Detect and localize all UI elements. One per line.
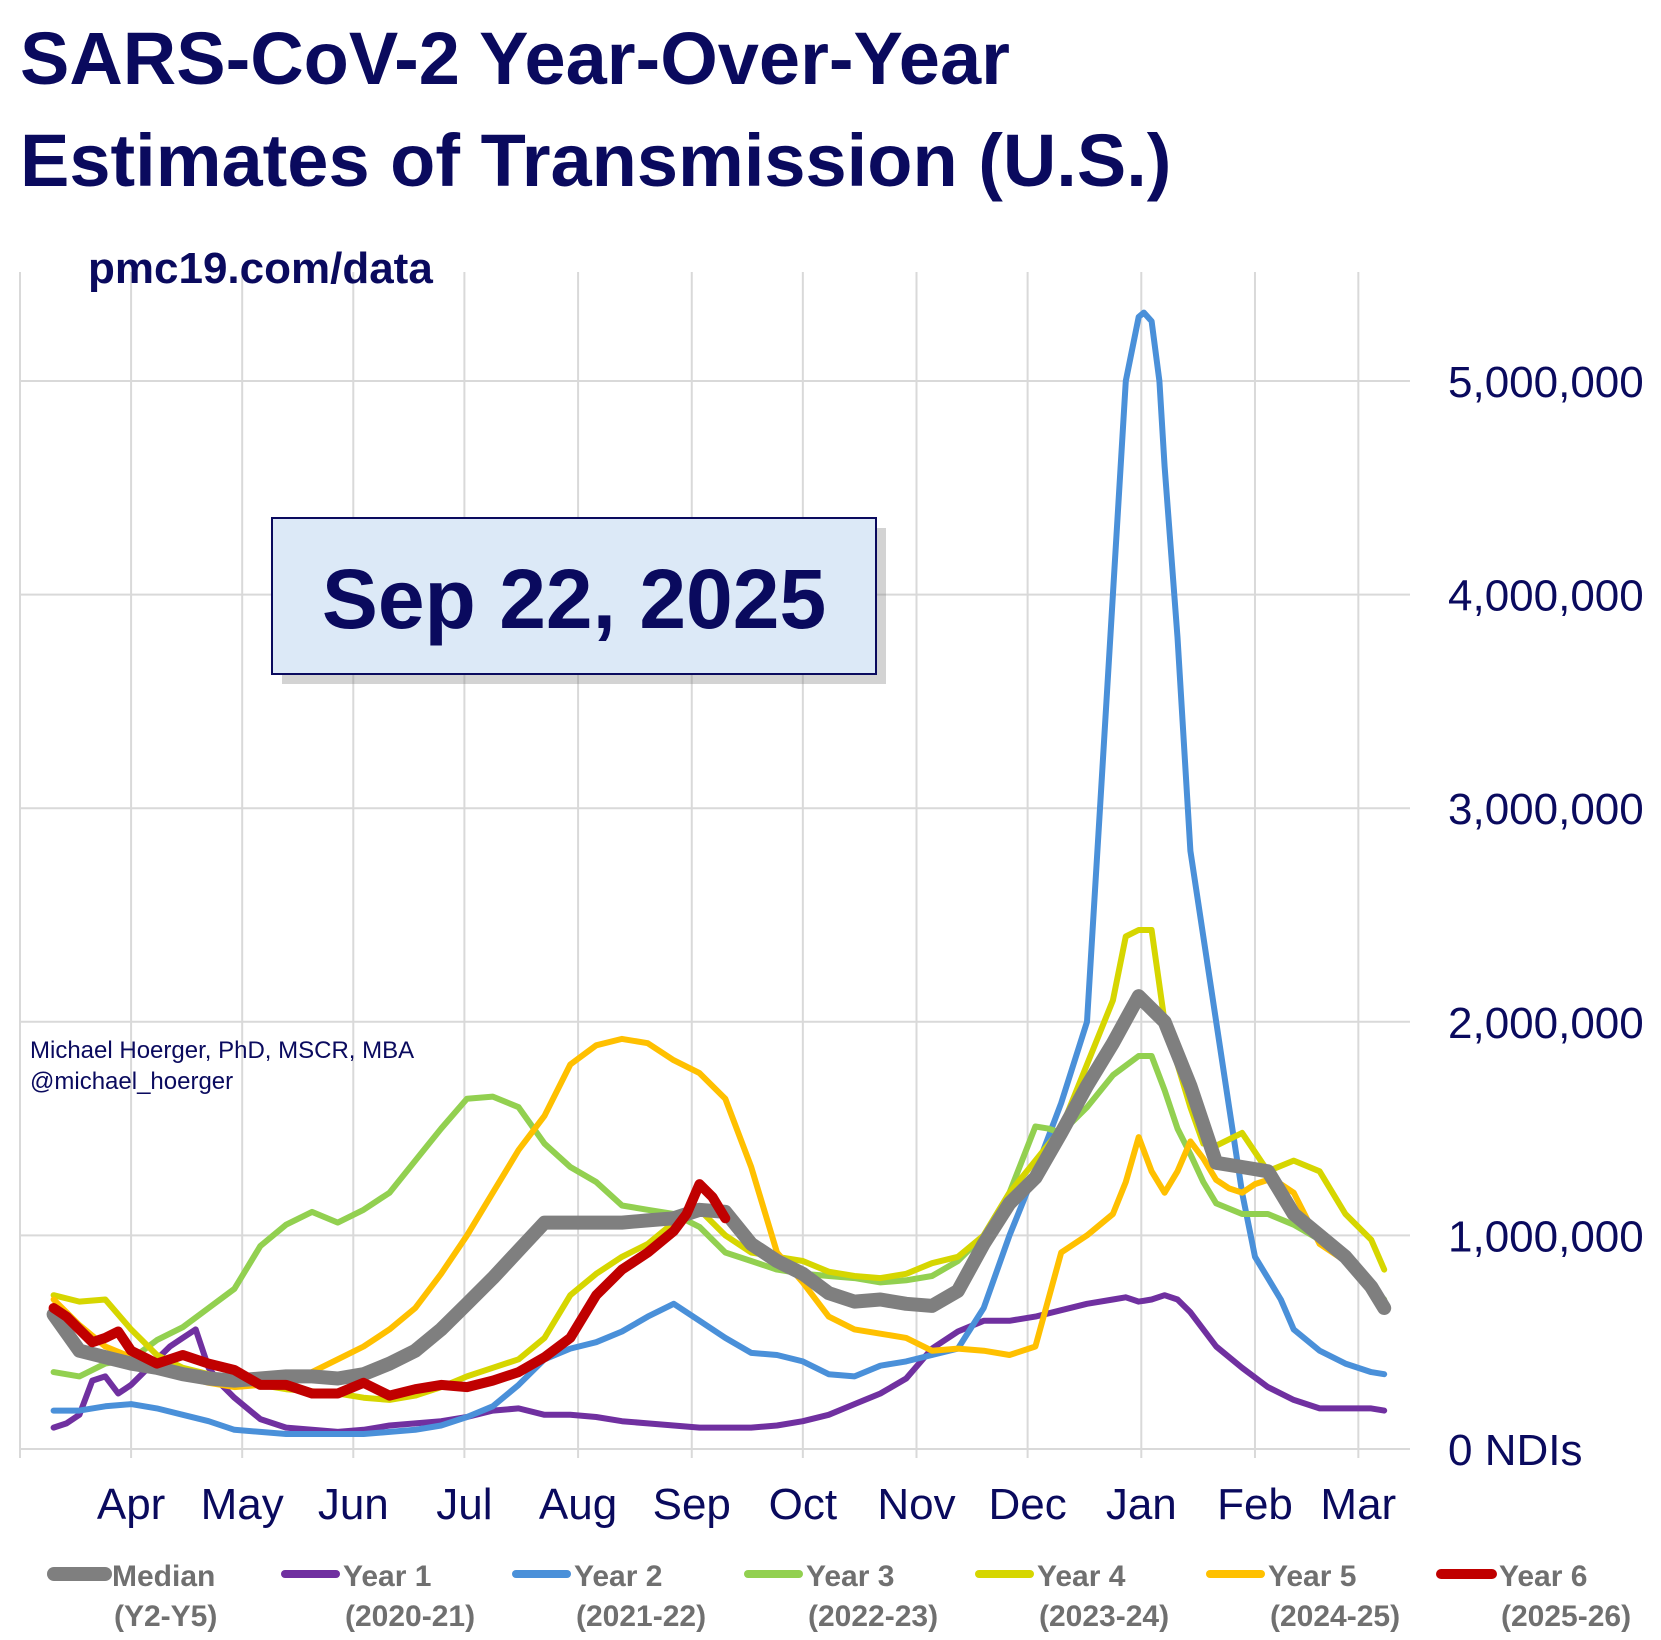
y-tick-label: 1,000,000 (1448, 1212, 1644, 1261)
date-box: Sep 22, 2025 (271, 517, 886, 684)
x-tick-label: Jun (318, 1480, 389, 1529)
legend-sublabel: (2023-24) (1039, 1600, 1169, 1633)
x-tick-label: Apr (97, 1480, 165, 1529)
x-tick-label: Mar (1320, 1480, 1396, 1529)
date-box-background (271, 517, 877, 675)
x-tick-label: Jul (436, 1480, 492, 1529)
y-tick-label: 4,000,000 (1448, 572, 1644, 621)
x-tick-label: Oct (769, 1480, 837, 1529)
author-name: Michael Hoerger, PhD, MSCR, MBA (30, 1037, 414, 1064)
x-tick-label: Jan (1106, 1480, 1177, 1529)
series-line-year-4 (50, 927, 1388, 1403)
x-tick-label: Nov (877, 1480, 955, 1529)
y-tick-label: 5,000,000 (1448, 358, 1644, 407)
x-axis-ticks: Apr May Jun Jul Aug Sep Oct Nov Dec Jan Feb Mar (97, 1480, 1396, 1529)
y-tick-label: 3,000,000 (1448, 785, 1644, 834)
legend-sublabel: (2024-25) (1270, 1600, 1400, 1633)
x-tick-label: Sep (653, 1480, 731, 1529)
legend-sublabel: (2022-23) (808, 1600, 938, 1633)
series-line-year-6 (48, 1179, 731, 1401)
legend-sublabel: (2025-26) (1501, 1600, 1631, 1633)
x-tick-label: May (201, 1480, 284, 1529)
date-label: Sep 22, 2025 (322, 552, 826, 646)
plot-area (46, 309, 1392, 1437)
x-tick-label: Feb (1217, 1480, 1293, 1529)
series-line-year-1 (50, 1292, 1388, 1435)
y-axis-ticks: 0 NDIs 1,000,000 2,000,000 3,000,000 4,000,0… (1448, 358, 1644, 1475)
x-tick-label: Dec (988, 1480, 1066, 1529)
legend-label: Median (112, 1560, 215, 1593)
chart-title-line-2: Estimates of Transmission (U.S.) (20, 119, 1171, 202)
legend-label: Year 5 (1268, 1560, 1356, 1593)
legend-label: Year 4 (1037, 1560, 1126, 1593)
y-tick-label: 0 NDIs (1448, 1426, 1582, 1475)
legend-sublabel: (2021-22) (576, 1600, 706, 1633)
legend-sublabel: (2020-21) (345, 1600, 475, 1633)
source-url: pmc19.com/data (88, 244, 433, 293)
y-tick-label: 2,000,000 (1448, 999, 1644, 1048)
author-handle: @michael_hoerger (30, 1068, 233, 1095)
legend-label: Year 6 (1499, 1560, 1587, 1593)
legend-sublabel: (Y2-Y5) (114, 1600, 217, 1633)
legend-label: Year 2 (574, 1560, 662, 1593)
x-tick-label: Aug (539, 1480, 617, 1529)
series-line-year-2 (50, 309, 1388, 1437)
legend-label: Year 1 (343, 1560, 431, 1593)
legend: Median (Y2-Y5) Year 1 (2020-21) Year 2 (2021-… (47, 1560, 1631, 1633)
chart-title-line-1: SARS-CoV-2 Year-Over-Year (20, 17, 1010, 100)
grid (19, 272, 1410, 1458)
legend-label: Year 3 (806, 1560, 894, 1593)
